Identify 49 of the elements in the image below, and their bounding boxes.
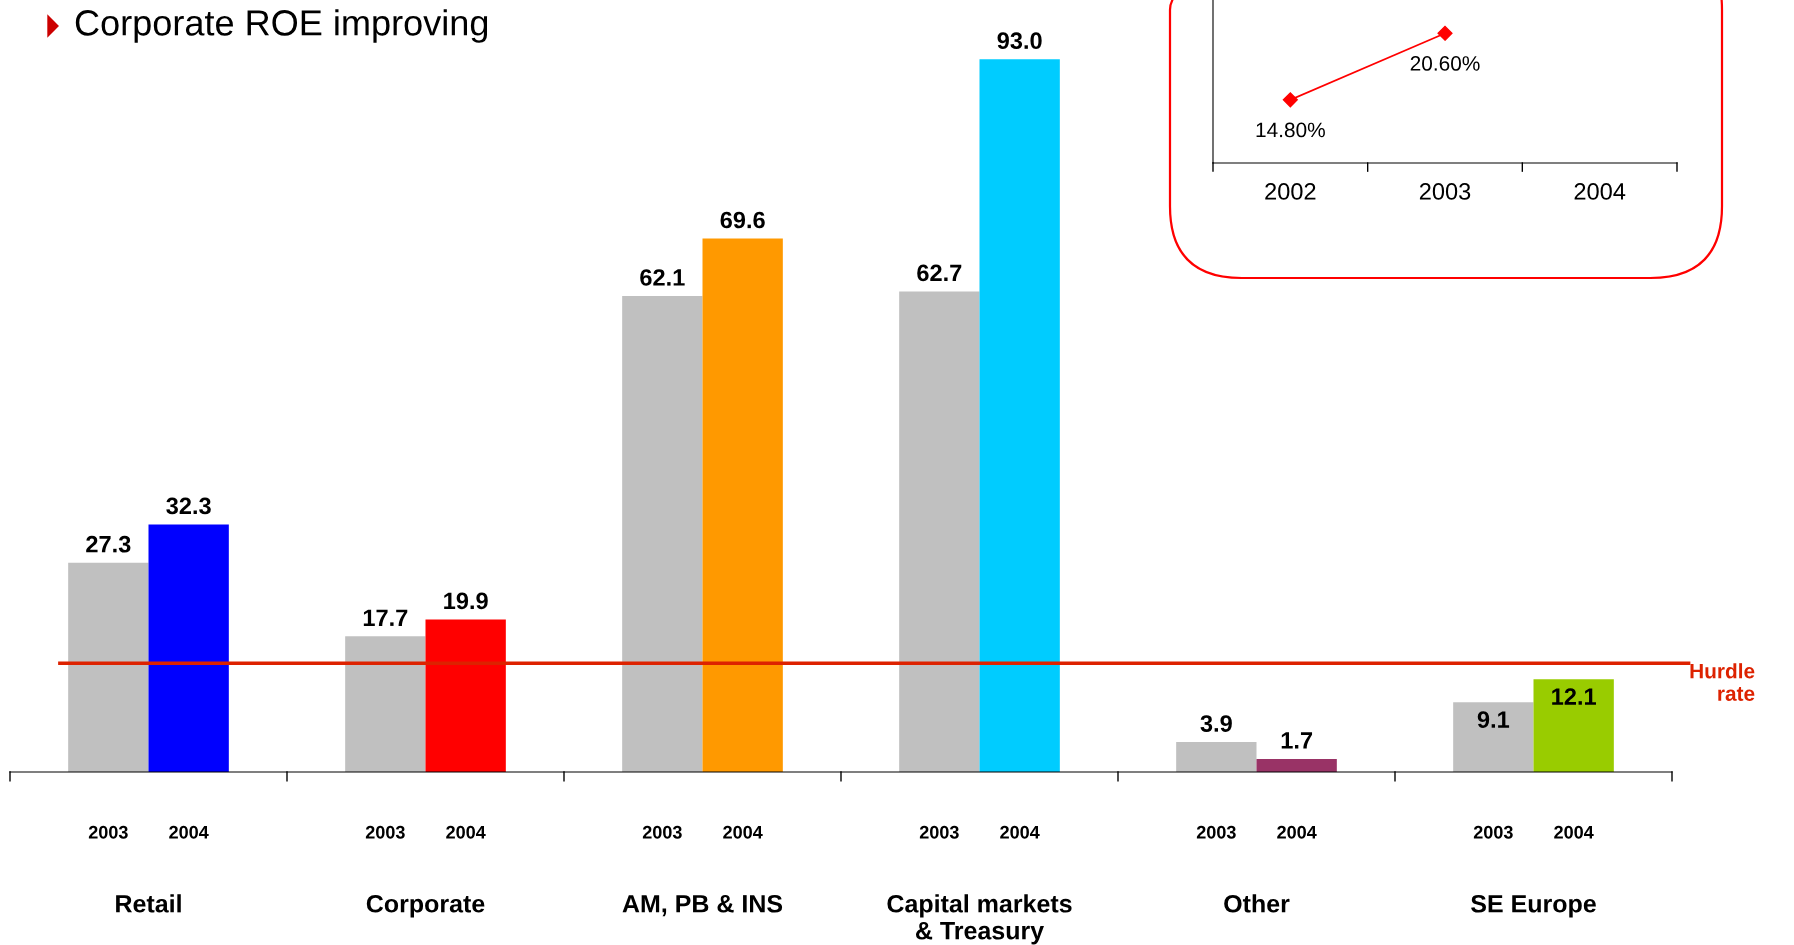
text: 2004: [1000, 825, 1040, 839]
text: 2003: [1473, 825, 1513, 839]
text: 2004: [1277, 825, 1317, 839]
data-label: 69.6: [720, 211, 765, 229]
data-label: 9.1: [1477, 711, 1510, 728]
x-tick-label: 2003: [1419, 183, 1471, 200]
x-tick-label: 2002: [1265, 183, 1316, 200]
chart-title: Corporate ROE improving: [75, 9, 488, 43]
text: 2004: [169, 825, 209, 839]
x-tick-label: Corporate: [366, 894, 485, 918]
data-label: 27.3: [86, 535, 131, 553]
data-label: 12.1: [1552, 688, 1596, 705]
category-label: 2003: [365, 825, 405, 839]
data-label: 62.7: [917, 264, 962, 282]
data-label: 17.7: [363, 609, 408, 626]
x-tick-label: AM, PB & INS: [622, 894, 783, 917]
bar: [979, 59, 1060, 772]
bar: [148, 524, 229, 772]
bar: [899, 291, 980, 772]
bar: [1176, 742, 1257, 772]
bar: [1533, 679, 1614, 772]
data-label: 19.9: [444, 592, 488, 610]
data-label: 20.60%: [1410, 56, 1480, 71]
bar: [1453, 702, 1534, 772]
bar: [68, 562, 149, 772]
x-tick-label: SE Europe: [1471, 894, 1596, 918]
bar: [702, 238, 783, 772]
bar: [622, 296, 703, 772]
bar: [1256, 758, 1337, 772]
ref-line-label: Hurdle rate: [1690, 663, 1755, 701]
x-tick-label: Capital markets & Treasury: [887, 894, 1072, 945]
data-label: 62.1: [640, 269, 685, 286]
x-tick-label: Other: [1224, 894, 1290, 913]
text: 2004: [723, 825, 763, 839]
text: 2003: [1196, 825, 1236, 839]
data-label: 1.7: [1281, 732, 1313, 749]
x-tick-label: Retail: [116, 894, 181, 913]
text: 2003: [919, 825, 959, 839]
data-label: 32.3: [166, 497, 211, 515]
bar: [425, 619, 506, 772]
text: 2003: [642, 825, 682, 839]
x-tick-label: 2004: [1574, 183, 1626, 200]
category-label: 2004: [446, 825, 486, 839]
data-label: 14.80%: [1256, 122, 1325, 138]
data-label: 3.9: [1200, 715, 1232, 732]
text: 2003: [88, 825, 128, 839]
bar: [345, 636, 426, 772]
data-label: 93.0: [997, 32, 1042, 50]
text: 2004: [1554, 825, 1594, 839]
